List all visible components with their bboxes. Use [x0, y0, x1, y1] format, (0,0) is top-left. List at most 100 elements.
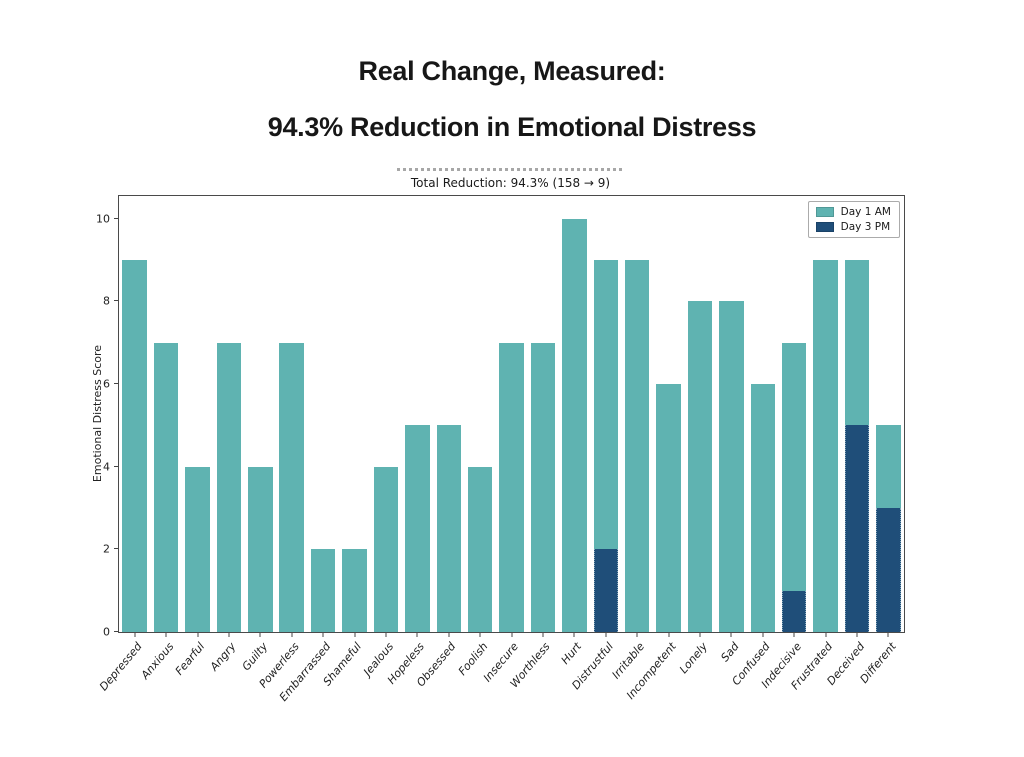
- x-tick-mark: [322, 633, 324, 637]
- x-tick-mark: [668, 633, 669, 637]
- x-tick-mark: [887, 633, 889, 637]
- y-tick-mark: [114, 383, 118, 385]
- x-tick-label-anxious: Anxious: [138, 640, 177, 682]
- x-tick-mark: [354, 633, 355, 637]
- x-tick-mark: [448, 633, 450, 637]
- bar-day1-sad: [719, 301, 744, 632]
- x-tick-mark: [573, 633, 575, 637]
- bar-day1-hopeless: [405, 425, 430, 632]
- y-tick-label-10: 10: [96, 212, 110, 226]
- y-tick-label-2: 2: [103, 542, 110, 556]
- bar-slot-deceived: [841, 196, 872, 632]
- bar-day1-anxious: [153, 342, 179, 632]
- x-tick-label-angry: Angry: [208, 640, 239, 674]
- x-tick-labels: Depressed Anxious Fearful Angry Guilty Powerl…: [97, 640, 904, 730]
- x-tick-label-hurt: Hurt: [558, 640, 585, 667]
- figure-subtitle: Total Reduction: 94.3% (158 → 9): [410, 176, 611, 190]
- x-tick-mark: [165, 633, 167, 637]
- bar-slot-different: [873, 196, 904, 632]
- bar-slot-sad: [716, 196, 747, 632]
- bar-day1-hurt: [562, 218, 587, 632]
- x-tick-mark: [228, 633, 230, 637]
- bar-slot-irritable: [622, 196, 653, 632]
- bar-day3-indecisive: [781, 590, 807, 632]
- y-tick-label-6: 6: [103, 377, 110, 391]
- x-tick-mark: [793, 633, 795, 637]
- x-tick-mark: [134, 633, 136, 637]
- bar-slot-incompetent: [653, 196, 684, 632]
- chart-figure: Total Reduction: 94.3% (158 → 9) Emotion…: [85, 165, 918, 730]
- legend-swatch-icon: [815, 207, 834, 218]
- bar-day1-fearful: [185, 466, 210, 632]
- y-tick-label-8: 8: [103, 294, 110, 308]
- bar-slot-powerless: [276, 196, 307, 632]
- bar-day1-embarrassed: [310, 549, 336, 632]
- x-tick-label-lonely: Lonely: [676, 640, 710, 677]
- bar-day1-worthless: [530, 342, 556, 632]
- y-tick-mark: [114, 217, 118, 219]
- bar-day1-frustrated: [813, 260, 838, 632]
- legend-label: Day 1 AM: [840, 206, 891, 218]
- clipped-text-sliver: [396, 168, 625, 171]
- legend-entry: Day 1 AM: [815, 206, 891, 218]
- x-tick-mark: [730, 633, 732, 637]
- y-tick-mark: [114, 300, 118, 302]
- bar-slot-foolish: [464, 196, 495, 632]
- x-tick-mark: [636, 633, 638, 637]
- bar-slot-insecure: [496, 196, 527, 632]
- bar-day1-irritable: [624, 260, 650, 632]
- page-title-line1: Real Change, Measured:: [358, 56, 666, 86]
- bar-day1-lonely: [687, 301, 713, 632]
- y-tick-mark: [114, 548, 118, 550]
- x-tick-mark: [291, 633, 293, 637]
- bar-slot-angry: [213, 196, 244, 632]
- page-title-line2: 94.3% Reduction in Emotional Distress: [267, 112, 757, 142]
- bar-day1-angry: [216, 342, 242, 632]
- legend: Day 1 AM Day 3 PM: [807, 201, 900, 238]
- x-tick-label-depressed: Depressed: [96, 640, 145, 694]
- x-tick-mark: [542, 633, 544, 637]
- y-tick-mark: [114, 465, 118, 467]
- x-tick-mark: [197, 633, 198, 637]
- bar-slot-anxious: [150, 196, 181, 632]
- bar-slot-worthless: [527, 196, 558, 632]
- bar-slot-hopeless: [402, 196, 433, 632]
- x-tick-mark: [511, 633, 512, 637]
- x-tick-label-sad: Sad: [717, 640, 742, 665]
- bar-slot-depressed: [119, 196, 150, 632]
- y-tick-label-0: 0: [103, 625, 110, 639]
- bar-slot-indecisive: [779, 196, 810, 632]
- x-tick-mark: [259, 633, 261, 637]
- bar-day1-insecure: [499, 342, 524, 632]
- x-tick-mark: [416, 633, 418, 637]
- x-tick-mark: [479, 633, 481, 637]
- bar-day1-obsessed: [436, 425, 461, 632]
- x-tick-label-guilty: Guilty: [239, 640, 271, 674]
- bar-slot-hurt: [559, 196, 590, 632]
- bar-slot-fearful: [182, 196, 213, 632]
- bar-slot-shameful: [339, 196, 370, 632]
- x-tick-mark: [385, 633, 387, 637]
- y-axis-title: Emotional Distress Score: [91, 344, 105, 482]
- bars-layer: [119, 196, 904, 632]
- plot-area: Depressed Anxious Fearful Angry Guilty Powerl…: [96, 195, 905, 704]
- bar-day3-deceived: [844, 425, 870, 632]
- bar-slot-jealous: [370, 196, 401, 632]
- x-tick-label-fearful: Fearful: [172, 640, 208, 678]
- y-tick-label-4: 4: [103, 460, 110, 474]
- bar-day1-confused: [750, 384, 776, 632]
- bar-day1-depressed: [122, 260, 147, 632]
- bar-day1-guilty: [248, 466, 273, 632]
- bar-day3-different: [876, 508, 901, 632]
- x-tick-mark: [825, 633, 826, 637]
- bar-day3-distrustful: [593, 549, 619, 632]
- bar-day1-jealous: [373, 466, 399, 632]
- x-tick-mark: [699, 633, 701, 637]
- bar-day1-indecisive: [781, 342, 807, 632]
- bar-slot-guilty: [245, 196, 276, 632]
- bar-slot-embarrassed: [307, 196, 338, 632]
- bar-slot-frustrated: [810, 196, 841, 632]
- figure-title-clipped-line: [118, 168, 903, 172]
- bar-slot-distrustful: [590, 196, 621, 632]
